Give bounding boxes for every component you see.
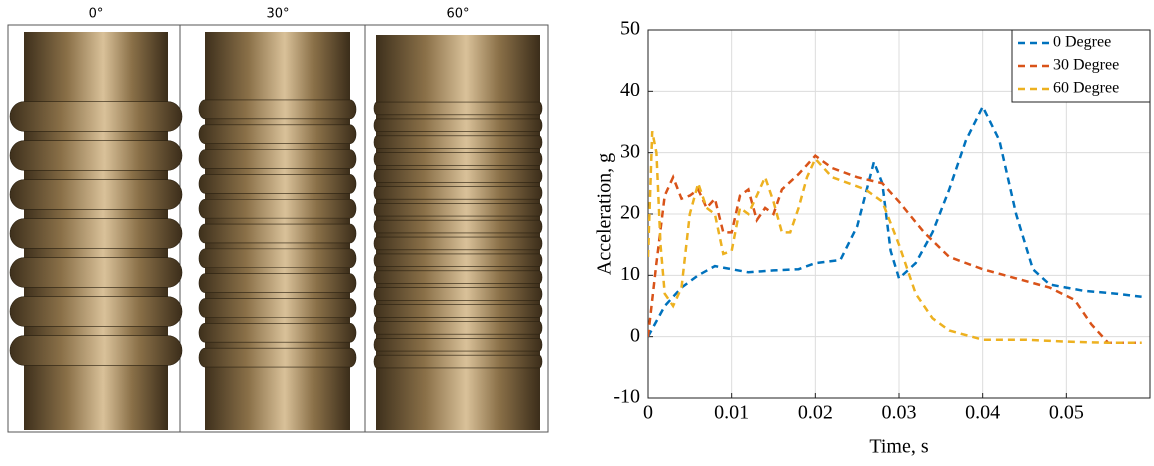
rib bbox=[374, 186, 542, 199]
rib bbox=[199, 323, 356, 342]
rib bbox=[374, 338, 542, 351]
rib bbox=[10, 258, 182, 288]
rib bbox=[199, 224, 356, 243]
rib bbox=[374, 288, 542, 301]
rib bbox=[199, 274, 356, 293]
x-tick-label: 0.03 bbox=[882, 402, 917, 424]
rib bbox=[199, 150, 356, 169]
rib bbox=[374, 237, 542, 250]
rib bbox=[374, 321, 542, 334]
y-tick-label: 50 bbox=[620, 18, 640, 40]
rib bbox=[199, 299, 356, 318]
y-tick-label: 40 bbox=[620, 79, 640, 101]
x-tick-label: 0.04 bbox=[965, 402, 1000, 424]
x-tick-label: 0 bbox=[643, 402, 653, 424]
figure: 0° 30° 60° -100102030405000.010.020.030.… bbox=[0, 0, 1154, 466]
panel-label: 60° bbox=[446, 7, 469, 22]
y-tick-label: 10 bbox=[620, 263, 640, 285]
rib bbox=[374, 170, 542, 183]
bellows-images bbox=[10, 32, 542, 430]
rib bbox=[374, 271, 542, 284]
y-tick-label: 20 bbox=[620, 202, 640, 224]
panel-label: 0° bbox=[89, 7, 104, 22]
rib bbox=[374, 254, 542, 267]
rib bbox=[10, 102, 182, 132]
rib bbox=[374, 203, 542, 216]
rib bbox=[199, 348, 356, 367]
x-axis-label: Time, s bbox=[869, 436, 929, 458]
legend-label: 0 Degree bbox=[1053, 34, 1111, 51]
rib bbox=[10, 180, 182, 210]
y-tick-label: -10 bbox=[613, 386, 640, 408]
rib bbox=[374, 102, 542, 115]
legend-label: 30 Degree bbox=[1053, 57, 1119, 74]
rib bbox=[199, 249, 356, 268]
rib bbox=[10, 219, 182, 249]
rib bbox=[374, 119, 542, 132]
rib bbox=[199, 199, 356, 218]
y-axis-label: Acceleration, g bbox=[594, 153, 616, 275]
x-tick-label: 0.02 bbox=[798, 402, 833, 424]
panel-label: 30° bbox=[266, 7, 289, 22]
rib bbox=[374, 220, 542, 233]
rib bbox=[374, 153, 542, 166]
rib bbox=[374, 355, 542, 368]
legend-label: 60 Degree bbox=[1053, 80, 1119, 97]
rib bbox=[10, 141, 182, 171]
y-tick-label: 0 bbox=[630, 324, 640, 346]
rib bbox=[374, 305, 542, 318]
x-tick-label: 0.05 bbox=[1049, 402, 1084, 424]
y-tick-label: 30 bbox=[620, 140, 640, 162]
x-tick-label: 0.01 bbox=[714, 402, 749, 424]
rib bbox=[374, 136, 542, 149]
rib bbox=[199, 100, 356, 119]
rib bbox=[10, 336, 182, 366]
rib bbox=[199, 125, 356, 144]
rib bbox=[10, 297, 182, 327]
rib bbox=[199, 174, 356, 193]
